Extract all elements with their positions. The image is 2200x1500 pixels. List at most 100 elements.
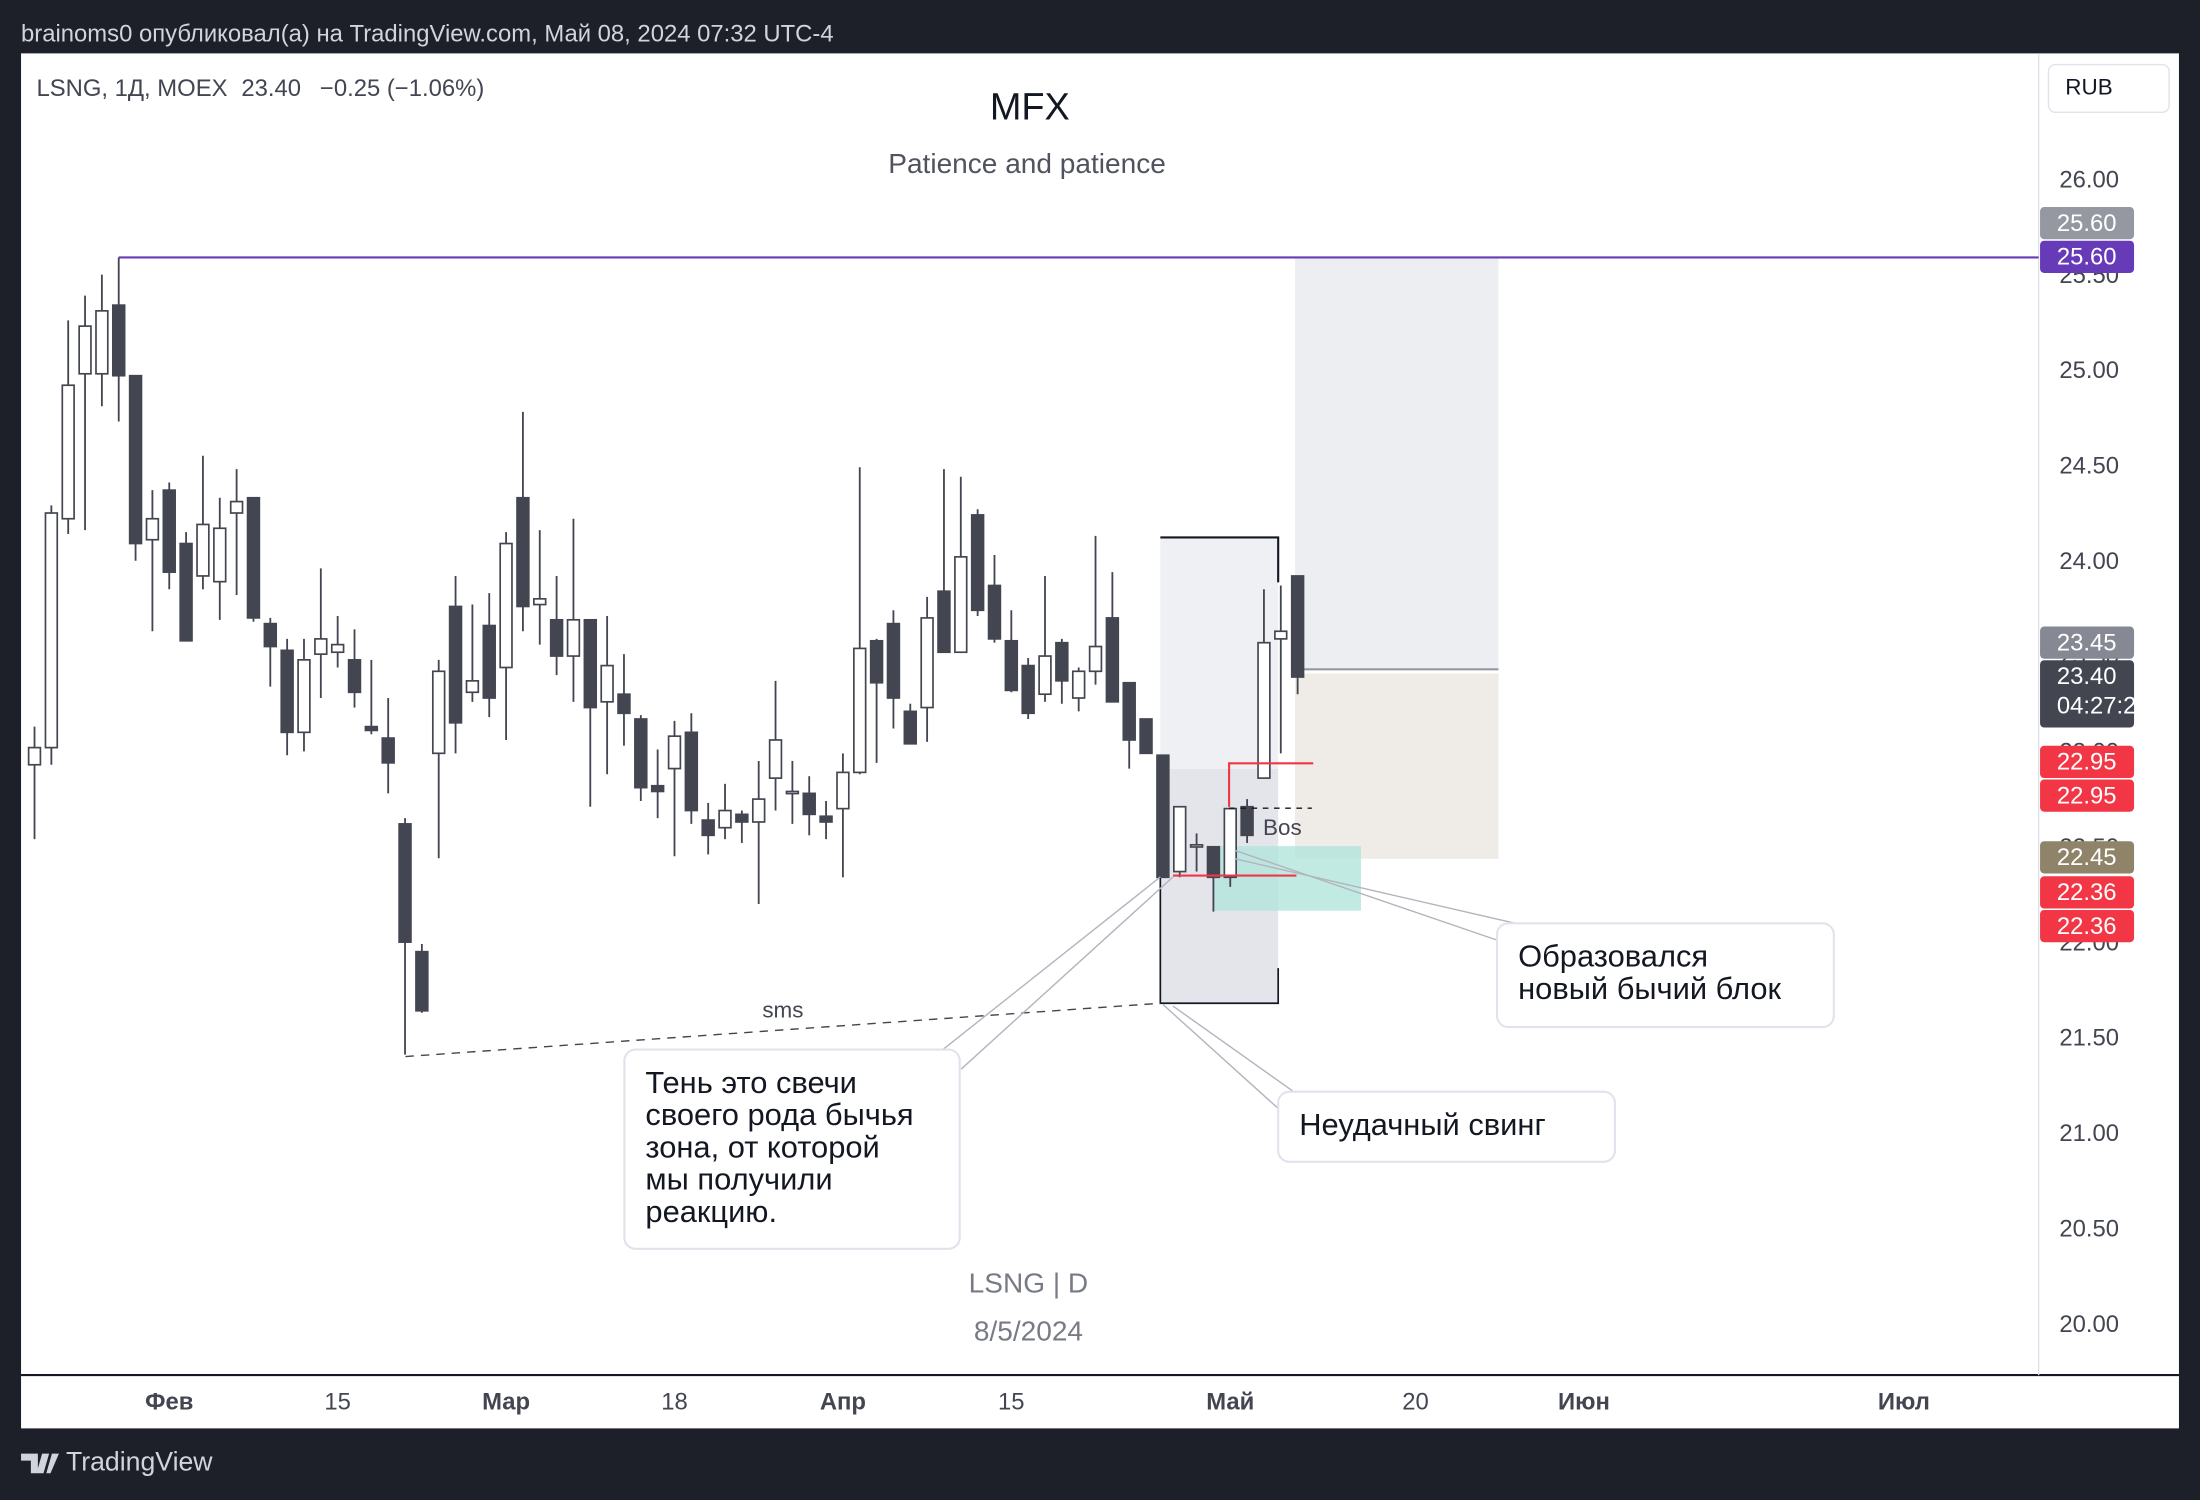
callout-box [1496, 922, 1835, 1029]
candle-body [280, 649, 294, 734]
candle-body [751, 798, 766, 823]
candle-body [145, 517, 160, 541]
candle-body [44, 512, 59, 749]
candle-body [768, 739, 783, 779]
candle-body [516, 496, 530, 608]
currency-label[interactable]: RUB [2065, 74, 2112, 99]
price-label-box [2040, 660, 2135, 728]
candle-body [970, 514, 985, 612]
price-label: 22.95 [2057, 749, 2117, 776]
target-zone [1295, 258, 1499, 670]
candle-body [314, 638, 328, 655]
x-tick-label: Мар [482, 1388, 530, 1415]
candle-body [533, 597, 547, 606]
callout-pointer [1234, 849, 1498, 941]
candle-body [347, 659, 362, 694]
x-tick-label: Апр [820, 1388, 866, 1415]
candle-body [398, 823, 412, 943]
callout-text: своего рода бычья [645, 1097, 913, 1132]
candle-body [1122, 681, 1136, 741]
candle-body [78, 325, 92, 375]
candle-body [364, 725, 379, 732]
callout-pointer [1162, 1004, 1279, 1110]
candle-body [128, 374, 143, 545]
callout-text: зона, от которой [645, 1129, 879, 1164]
sms-line [405, 1002, 1161, 1058]
y-tick-label: 20.00 [2059, 1311, 2119, 1338]
candle-body [903, 710, 918, 745]
candle-body [853, 647, 867, 774]
candle-body [785, 790, 800, 795]
candle-body [886, 622, 901, 699]
callout-pointer [1172, 1005, 1295, 1093]
y-tick-label: 26.00 [2059, 166, 2119, 193]
candle-body [196, 523, 210, 577]
candle-body [246, 496, 261, 619]
price-label-box [2040, 909, 2135, 943]
candle-body [667, 735, 682, 770]
publisher-line: brainoms0 опубликовал(а) на TradingView.… [21, 20, 834, 47]
callout-text: Тень это свечи [645, 1065, 857, 1100]
candle-body [431, 670, 446, 755]
price-label-box [2040, 207, 2135, 240]
price-label-box [2040, 240, 2135, 273]
price-label: 25.60 [2057, 210, 2117, 237]
candle-body [617, 693, 631, 715]
logo-icon [21, 1453, 59, 1474]
bos-level [1228, 762, 1314, 807]
callout-pointer [942, 876, 1161, 1051]
price-label: 23.40 [2057, 663, 2117, 690]
candle-body [869, 639, 884, 684]
chart-area [21, 53, 2179, 1429]
candle-body [95, 310, 109, 375]
price-label: 22.36 [2057, 913, 2117, 940]
candle-body [650, 784, 665, 793]
candle-body [297, 659, 311, 734]
y-tick-label: 20.50 [2059, 1215, 2119, 1242]
candle-body [1240, 805, 1254, 837]
countdown: 04:27:28 [2057, 693, 2150, 720]
candle-body [499, 542, 513, 669]
price-label-box [2040, 626, 2135, 659]
candle-body [448, 605, 463, 724]
x-tick-label: 18 [661, 1388, 688, 1415]
candle-body [718, 809, 732, 829]
candle-body [819, 815, 833, 823]
candle-body [1105, 617, 1120, 703]
candle-body [634, 718, 648, 789]
candle-body [1038, 655, 1052, 696]
currency-button[interactable] [2047, 63, 2170, 114]
y-tick-label: 24.50 [2059, 453, 2119, 480]
candle-body [330, 643, 345, 654]
candle-body [1257, 641, 1271, 779]
stop-zone [1295, 673, 1499, 859]
legend-last: 23.40 [241, 75, 301, 102]
candle-body [549, 618, 564, 657]
x-tick-label: Июл [1878, 1388, 1930, 1415]
x-tick-label: 15 [998, 1388, 1025, 1415]
candle-body [987, 584, 1002, 640]
swing-edge [1159, 768, 1280, 1005]
y-tick-label: 21.50 [2059, 1025, 2119, 1052]
candle-body [1004, 639, 1019, 692]
callout-pointer [1234, 858, 1516, 924]
x-tick-label: Фев [145, 1388, 193, 1415]
callout-box [623, 1048, 961, 1250]
candle-body [802, 792, 816, 816]
callout-text: Неудачный свинг [1299, 1107, 1545, 1142]
candle-body [1055, 641, 1069, 682]
logo-text: TradingView [66, 1447, 213, 1477]
chart-subtitle: Patience and patience [888, 148, 1166, 179]
callout-text: Образовался [1518, 939, 1708, 974]
candle-body [179, 542, 193, 642]
order-block [1213, 846, 1361, 911]
range-edge [1160, 536, 1280, 583]
candle-body [465, 680, 480, 694]
x-tick-label: Июн [1558, 1388, 1610, 1415]
candle-body [566, 618, 581, 657]
legend-change: −0.25 (−1.06%) [320, 75, 484, 102]
candle-body [1290, 575, 1305, 678]
candle-body [482, 624, 496, 699]
